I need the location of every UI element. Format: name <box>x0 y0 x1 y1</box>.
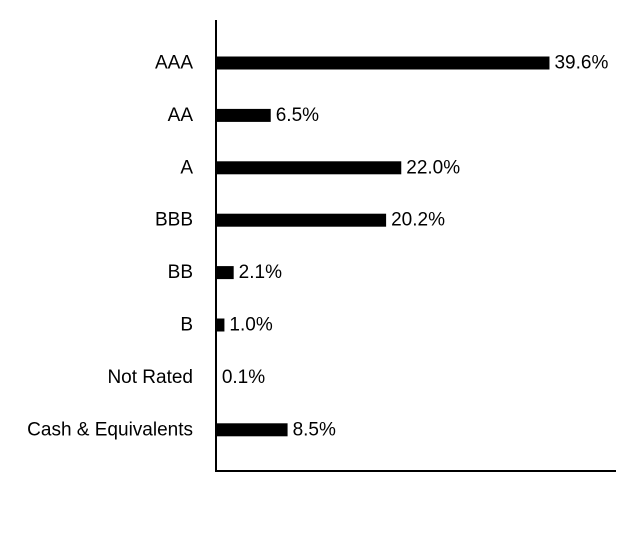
bars-group <box>216 56 550 437</box>
category-label: A <box>180 157 193 178</box>
category-label: B <box>180 315 193 336</box>
bar <box>216 423 288 437</box>
bar <box>216 213 387 227</box>
bar <box>216 266 234 280</box>
category-label: AAA <box>155 53 193 74</box>
bar <box>216 161 402 175</box>
value-label: 22.0% <box>406 157 460 178</box>
category-label: AA <box>168 105 194 126</box>
value-label: 0.1% <box>222 367 265 388</box>
bar <box>216 56 550 70</box>
value-label: 39.6% <box>554 53 608 74</box>
category-label: BBB <box>155 210 193 231</box>
category-label: Not Rated <box>107 367 193 388</box>
bar <box>216 318 225 332</box>
value-label: 8.5% <box>293 419 336 440</box>
bar <box>216 108 271 122</box>
labels-group: AAA 39.6% AA 6.5% A 22.0% BBB 20.2% BB 2.1% B 1.0% N… <box>27 53 608 441</box>
category-label: BB <box>168 262 193 283</box>
value-label: 20.2% <box>391 210 445 231</box>
value-label: 2.1% <box>239 262 282 283</box>
value-label: 1.0% <box>229 315 272 336</box>
value-label: 6.5% <box>276 105 319 126</box>
category-label: Cash & Equivalents <box>27 419 193 440</box>
